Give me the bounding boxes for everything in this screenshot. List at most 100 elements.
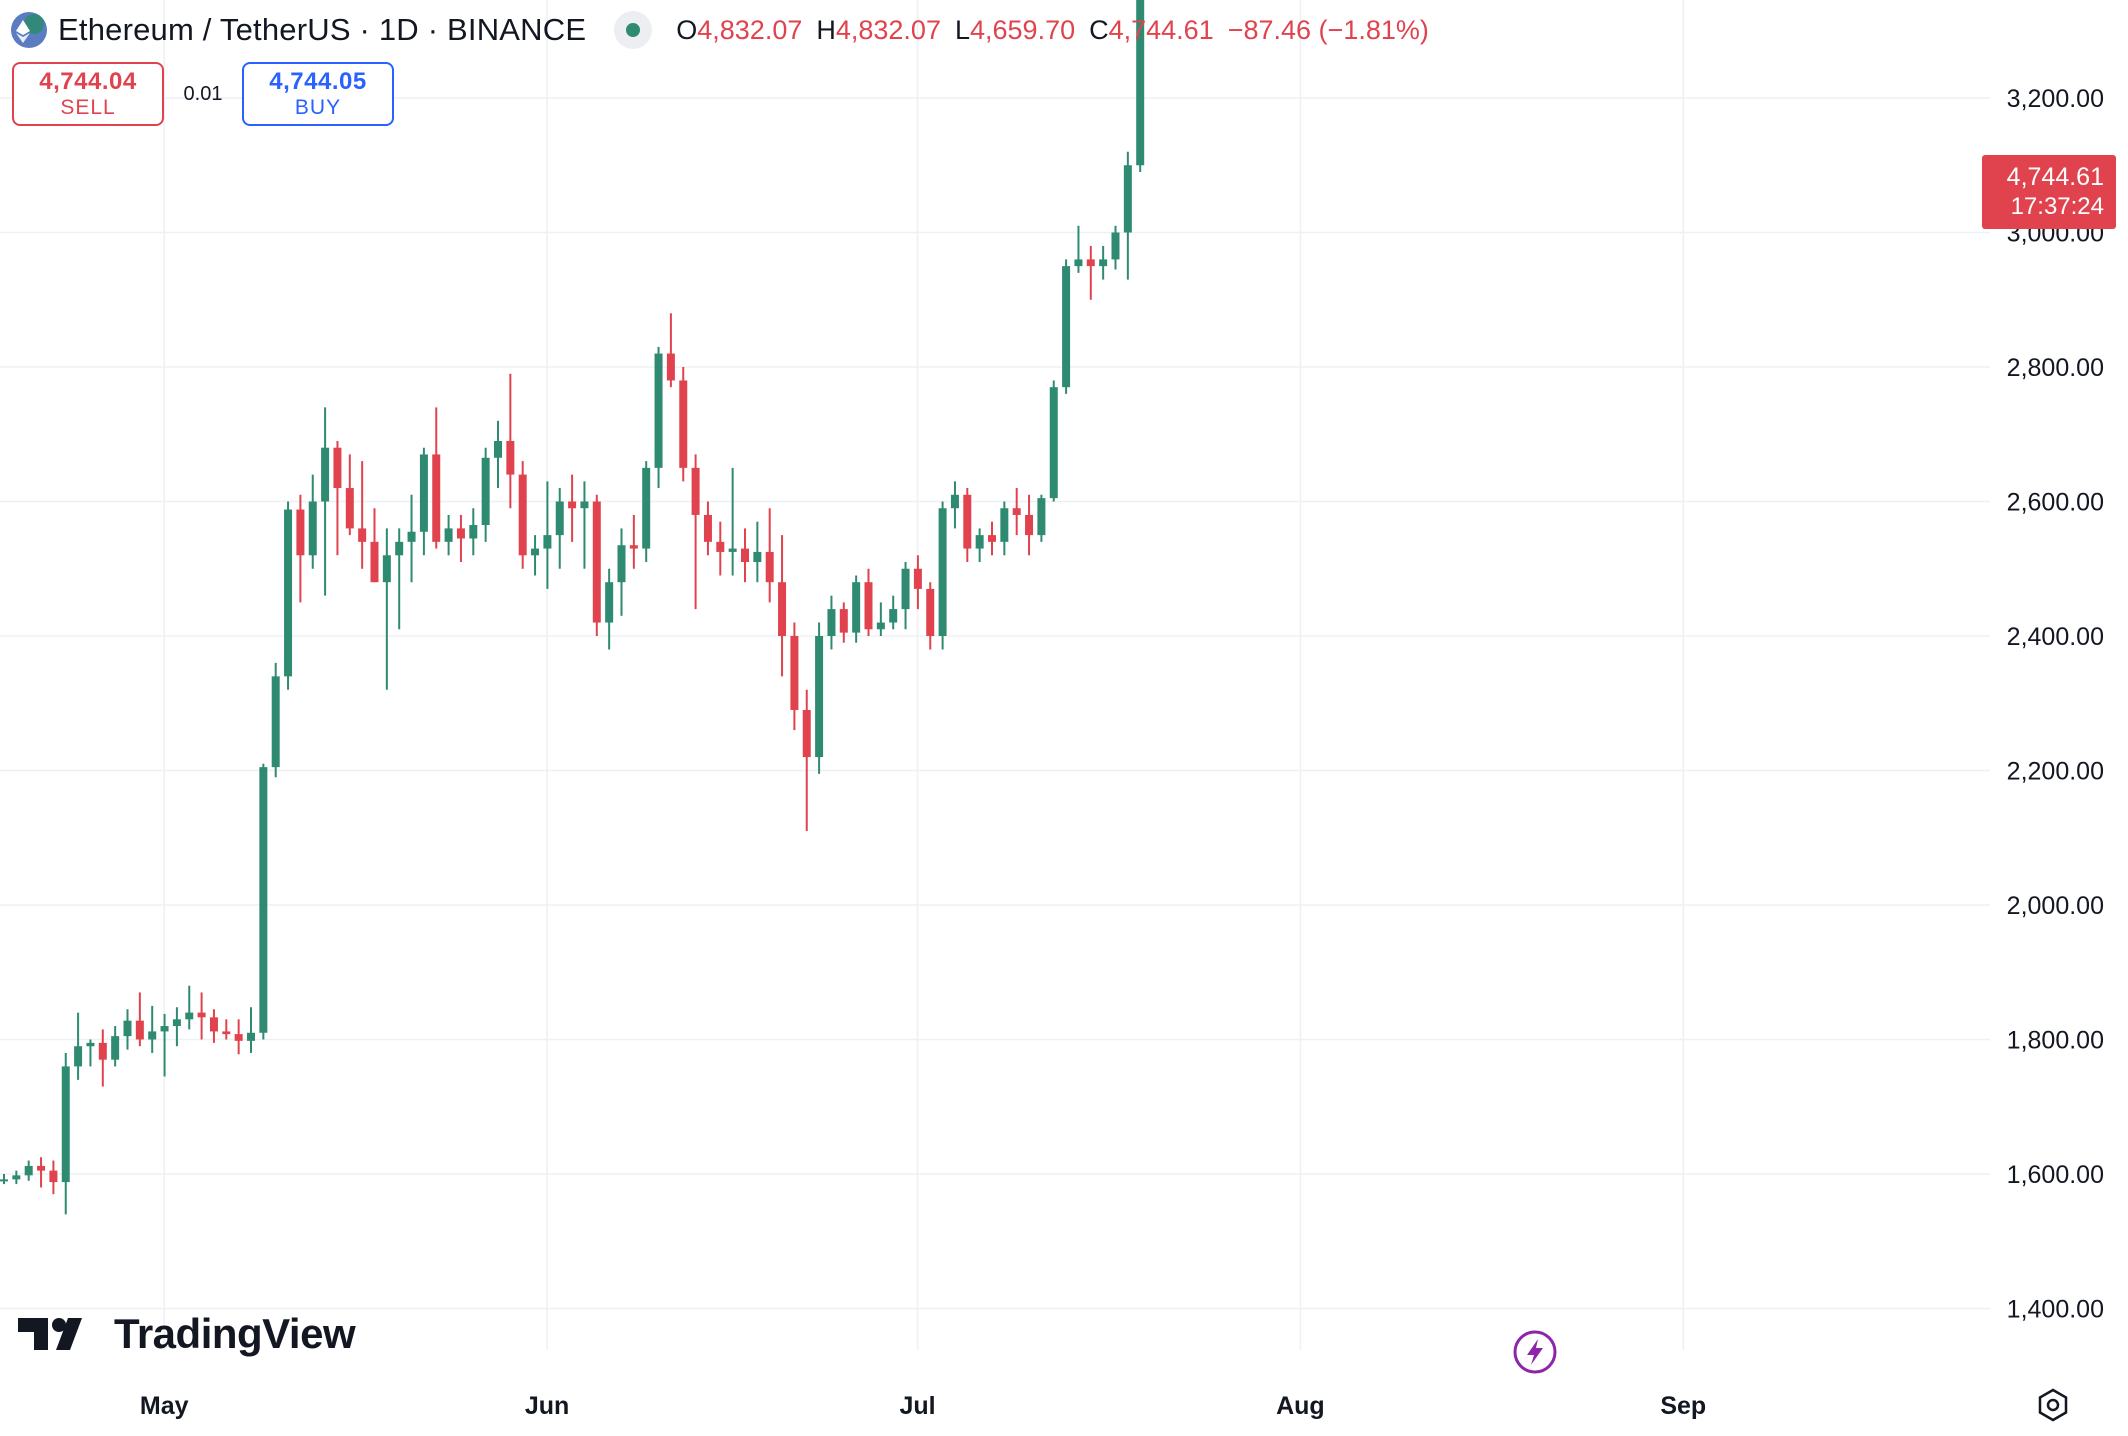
- candle: [568, 474, 577, 542]
- candle: [1123, 151, 1132, 280]
- candle: [827, 595, 836, 650]
- candle-body: [654, 353, 663, 468]
- candle: [1099, 245, 1108, 280]
- candle-body: [543, 535, 552, 549]
- candle: [259, 763, 268, 1040]
- candle-body: [382, 555, 391, 583]
- close-value: 4,744.61: [1108, 14, 1214, 45]
- candle-body: [815, 636, 824, 758]
- candle-body: [407, 531, 416, 542]
- price-change: −87.46 (−1.81%): [1227, 14, 1429, 45]
- candle-body: [333, 447, 342, 489]
- candle: [963, 488, 972, 563]
- price-tick-label: 2,800.00: [2007, 354, 2104, 382]
- candle: [432, 407, 441, 549]
- symbol-title[interactable]: Ethereum / TetherUS · 1D · BINANCE: [58, 12, 587, 47]
- market-status-indicator[interactable]: [614, 11, 653, 49]
- bar-close-countdown: 17:37:24: [2010, 193, 2104, 220]
- time-tick-label: Jun: [525, 1392, 569, 1420]
- time-tick-label: Jul: [899, 1392, 935, 1420]
- candle-body: [259, 767, 268, 1033]
- price-tick-label: 1,400.00: [2007, 1296, 2104, 1324]
- candle-body: [617, 545, 626, 583]
- candle-body: [852, 582, 861, 633]
- candle: [642, 461, 651, 563]
- candle-body: [419, 454, 428, 532]
- candle-body: [469, 525, 478, 539]
- candle: [247, 1007, 255, 1053]
- candle-body: [741, 548, 749, 563]
- candle-body: [12, 1175, 21, 1180]
- candle: [629, 514, 638, 569]
- candle: [1111, 225, 1120, 270]
- candle-body: [889, 609, 898, 623]
- candle: [222, 1019, 231, 1040]
- price-axis[interactable]: 1,400.00 1,600.00 1,800.00 2,000.00 2,200.00…: [2007, 0, 2104, 1324]
- settings-gear-icon[interactable]: [2036, 1388, 2070, 1422]
- candle: [395, 528, 404, 630]
- candle-body: [222, 1031, 231, 1035]
- candle: [1074, 225, 1083, 273]
- candle: [0, 1174, 8, 1185]
- candle: [160, 1013, 169, 1077]
- candle: [592, 494, 601, 636]
- candle: [950, 481, 959, 529]
- candle: [333, 440, 342, 556]
- lightning-icon[interactable]: [1512, 1329, 1558, 1375]
- candle-body: [703, 514, 712, 542]
- candle-body: [555, 501, 564, 536]
- last-price-tag: 4,744.61 17:37:24: [1982, 155, 2116, 229]
- candle-body: [24, 1165, 33, 1176]
- buy-label: BUY: [294, 96, 342, 119]
- candle-body: [864, 582, 873, 630]
- candle-body: [679, 380, 688, 468]
- candle: [185, 985, 194, 1030]
- candle-body: [642, 467, 651, 549]
- time-tick-label: Sep: [1660, 1392, 1706, 1420]
- candle: [111, 1026, 120, 1067]
- candle: [456, 514, 465, 563]
- candle: [790, 622, 799, 731]
- candle-body: [691, 467, 700, 515]
- candle-body: [345, 488, 354, 529]
- candle-body: [234, 1034, 243, 1041]
- tradingview-logo[interactable]: TradingView: [18, 1310, 356, 1358]
- candle: [876, 602, 885, 636]
- candle-body: [456, 528, 465, 539]
- candle: [741, 528, 749, 583]
- candle-body: [197, 1012, 206, 1018]
- candle-body: [728, 548, 737, 552]
- candle: [716, 521, 725, 576]
- open-label: O: [676, 14, 698, 45]
- candle: [765, 508, 774, 603]
- buy-price: 4,744.05: [269, 68, 367, 95]
- candle-body: [790, 636, 799, 710]
- candle: [419, 447, 428, 556]
- candle-body: [913, 568, 922, 589]
- candle-body: [0, 1179, 8, 1182]
- candle: [37, 1157, 46, 1188]
- sell-button[interactable]: 4,744.04 SELL: [12, 62, 164, 126]
- candle: [1049, 380, 1058, 502]
- time-tick-label: May: [140, 1392, 189, 1420]
- candle: [864, 568, 873, 636]
- candle-body: [1000, 508, 1009, 542]
- candle: [555, 488, 564, 569]
- ohlc-legend: O 4,832.07 H 4,832.07 L 4,659.70 C 4,744…: [676, 15, 1429, 46]
- open-value: 4,832.07: [697, 14, 803, 45]
- candle: [382, 528, 391, 690]
- candle-body: [358, 528, 367, 542]
- candle-body: [271, 676, 280, 768]
- candle-body: [37, 1165, 46, 1171]
- candle: [24, 1160, 33, 1181]
- candle: [815, 622, 824, 774]
- time-axis[interactable]: May Jun Jul Aug Sep: [140, 1392, 1706, 1420]
- candle: [1012, 488, 1021, 536]
- candle-body: [839, 609, 848, 633]
- candle-body: [321, 447, 330, 502]
- buy-button[interactable]: 4,744.05 BUY: [242, 62, 394, 126]
- candle-body: [876, 622, 885, 630]
- ethereum-coin-icon[interactable]: [10, 11, 48, 49]
